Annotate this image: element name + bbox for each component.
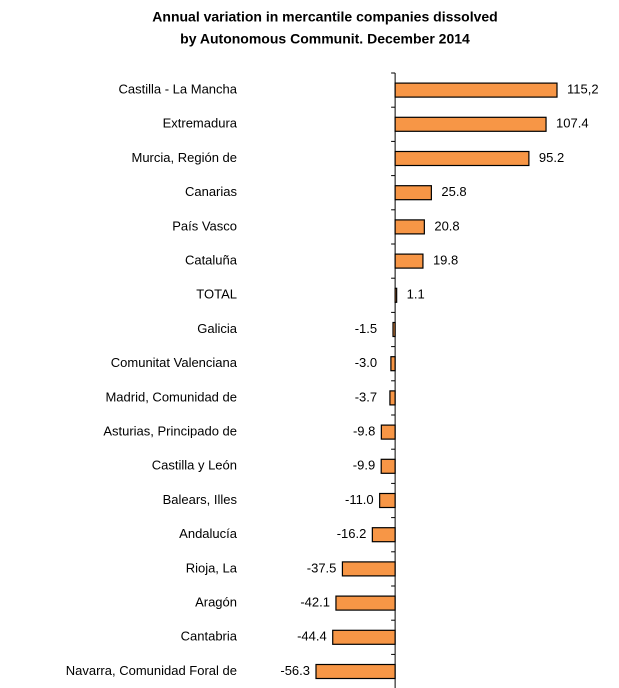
bar	[380, 458, 396, 474]
value-label: -3.0	[355, 355, 377, 370]
bar	[394, 287, 398, 303]
bar	[379, 492, 396, 509]
category-label: Castilla y León	[152, 458, 237, 473]
bar	[394, 185, 432, 201]
value-label: -9.8	[353, 424, 375, 439]
value-label: -1.5	[355, 321, 377, 336]
category-label: Comunitat Valenciana	[111, 355, 238, 370]
category-label: Madrid, Comunidad de	[105, 389, 237, 404]
category-label: País Vasco	[172, 218, 237, 233]
bar	[371, 527, 396, 543]
value-label: 1.1	[407, 287, 425, 302]
value-label: -42.1	[300, 595, 330, 610]
value-label: -9.9	[353, 458, 375, 473]
category-label: Andalucía	[179, 526, 238, 541]
category-label: Asturias, Principado de	[103, 424, 237, 439]
bar	[332, 629, 396, 645]
category-label: Navarra, Comunidad Foral de	[66, 663, 237, 678]
value-label: -44.4	[297, 629, 327, 644]
bar	[394, 150, 530, 167]
value-label: 20.8	[434, 218, 459, 233]
category-label: Extremadura	[163, 116, 238, 131]
bar	[392, 321, 396, 338]
bar	[335, 595, 396, 611]
category-label: Galicia	[197, 321, 238, 336]
chart-title: by Autonomous Communit. December 2014	[180, 31, 470, 47]
category-label: Aragón	[195, 595, 237, 610]
category-label: Rioja, La	[186, 560, 238, 575]
value-label: 95.2	[539, 150, 564, 165]
value-label: 107.4	[556, 116, 589, 131]
value-label: 25.8	[441, 184, 466, 199]
bar	[394, 116, 547, 132]
bar	[315, 663, 396, 680]
category-label: Cataluña	[185, 253, 238, 268]
bar	[394, 82, 558, 98]
bar	[389, 390, 396, 406]
category-label: TOTAL	[196, 287, 237, 302]
bar	[380, 424, 396, 440]
category-label: Canarias	[185, 184, 238, 199]
category-label: Castilla - La Mancha	[119, 82, 238, 97]
bar	[390, 356, 396, 372]
category-label: Murcia, Región de	[132, 150, 238, 165]
bar	[394, 253, 424, 269]
value-label: 19.8	[433, 253, 458, 268]
value-label: 115,2	[567, 82, 599, 97]
bar	[394, 219, 425, 235]
bar	[341, 561, 396, 577]
value-label: -16.2	[337, 526, 367, 541]
category-label: Balears, Illes	[163, 492, 238, 507]
value-label: -37.5	[307, 560, 337, 575]
chart-title: Annual variation in mercantile companies…	[152, 9, 497, 25]
value-label: -3.7	[355, 389, 377, 404]
category-label: Cantabria	[181, 629, 238, 644]
value-label: -11.0	[345, 492, 374, 507]
value-label: -56.3	[280, 663, 310, 678]
